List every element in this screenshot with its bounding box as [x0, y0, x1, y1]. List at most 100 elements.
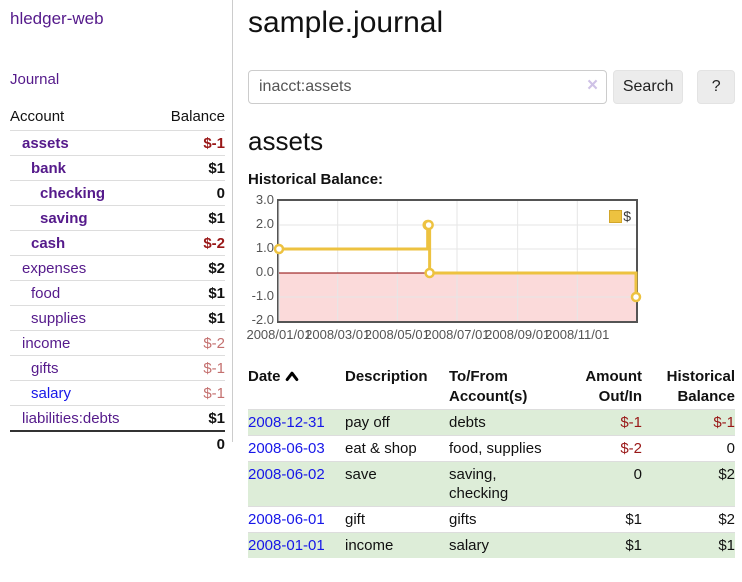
sidebar-item-journal[interactable]: Journal: [10, 71, 60, 88]
transaction-date-link[interactable]: 2008-12-31: [248, 414, 325, 431]
clear-search-icon[interactable]: ×: [586, 75, 599, 96]
account-row: liabilities:debts $1: [10, 405, 225, 432]
account-row: checking 0: [10, 180, 225, 206]
account-link[interactable]: cash: [31, 234, 66, 252]
transaction-amount: 0: [633, 466, 642, 483]
historical-balance-chart: 3.0 2.0 1.0 0.0 -1.0 -2.0 $ 2008/01/01 2008/03…: [246, 192, 735, 344]
account-link[interactable]: liabilities:debts: [22, 409, 120, 427]
transaction-accounts: saving, checking: [449, 466, 509, 502]
sort-ascending-icon: [285, 368, 299, 388]
account-link[interactable]: saving: [40, 209, 88, 227]
transaction-balance: $2: [718, 511, 735, 528]
account-heading: assets: [248, 126, 324, 156]
brand-link[interactable]: hledger-web: [10, 9, 104, 28]
register-column-historical: Historical Balance: [666, 368, 735, 405]
table-row: 2008-01-01 income salary $1 $1: [248, 532, 735, 558]
accounts-total-row: 0: [10, 430, 225, 457]
transaction-accounts: food, supplies: [449, 440, 542, 457]
transaction-amount: $1: [625, 537, 642, 554]
sidebar: hledger-web Journal Account Balance asse…: [0, 0, 233, 457]
transaction-description: eat & shop: [345, 440, 417, 457]
account-row: expenses $2: [10, 255, 225, 281]
page-title: sample.journal: [248, 6, 444, 39]
table-row: 2008-06-01 gift gifts $1 $2: [248, 506, 735, 533]
search-bar: × Search ?: [248, 70, 735, 104]
account-balance: $1: [208, 159, 225, 177]
y-axis-tick-label: -1.0: [251, 288, 274, 303]
table-row: 2008-06-02 save saving, checking 0 $2: [248, 461, 735, 507]
transaction-balance: 0: [726, 440, 735, 457]
transaction-accounts: salary: [449, 537, 490, 554]
account-link[interactable]: food: [31, 284, 61, 302]
account-balance: $-2: [203, 234, 225, 252]
chart-title: Historical Balance:: [248, 171, 384, 188]
account-balance: $1: [208, 309, 225, 327]
transaction-date-link[interactable]: 2008-01-01: [248, 537, 325, 554]
account-link[interactable]: gifts: [31, 359, 59, 377]
register-column-amount: Amount Out/In: [585, 368, 642, 405]
account-link[interactable]: salary: [31, 384, 72, 402]
account-row: cash $-2: [10, 230, 225, 256]
chart-legend: $: [609, 208, 631, 224]
help-button[interactable]: ?: [697, 70, 735, 104]
transaction-description: save: [345, 466, 377, 483]
transaction-description: income: [345, 537, 394, 554]
transaction-date-link[interactable]: 2008-06-02: [248, 466, 325, 483]
account-link[interactable]: expenses: [22, 259, 87, 277]
transaction-accounts: gifts: [449, 511, 477, 528]
account-link[interactable]: supplies: [31, 309, 87, 327]
transaction-amount: $-1: [620, 414, 642, 431]
account-row: supplies $1: [10, 305, 225, 331]
transaction-balance: $2: [718, 466, 735, 483]
register-header-row: Date Description To/From Account(s) Amou…: [248, 365, 735, 410]
register-column-tofrom: To/From Account(s): [449, 368, 528, 405]
search-box: ×: [248, 70, 608, 104]
table-row: 2008-06-03 eat & shop food, supplies $-2 0: [248, 435, 735, 462]
account-balance: $-1: [203, 384, 225, 402]
account-link[interactable]: checking: [40, 184, 106, 202]
transaction-description: gift: [345, 511, 366, 528]
main-content: sample.journal × Search ? assets Histori…: [233, 0, 742, 558]
account-balance: $2: [208, 259, 225, 277]
account-balance: $-2: [203, 334, 225, 352]
account-balance: $1: [208, 409, 225, 427]
account-balance: $1: [208, 284, 225, 302]
transaction-balance: $-1: [713, 414, 735, 431]
y-axis-tick-label: 2.0: [255, 216, 274, 231]
account-balance: $-1: [203, 359, 225, 377]
account-row: saving $1: [10, 205, 225, 231]
x-axis-tick-label: 2008/03/01: [305, 327, 371, 342]
chart-canvas: [273, 201, 642, 321]
transaction-date-link[interactable]: 2008-06-01: [248, 511, 325, 528]
accounts-total-value: 0: [153, 430, 225, 457]
account-row: salary $-1: [10, 380, 225, 406]
register-column-date[interactable]: Date: [248, 365, 345, 410]
accounts-column-account: Account: [10, 108, 65, 125]
search-input[interactable]: [248, 70, 608, 104]
y-axis-tick-label: -2.0: [251, 312, 274, 327]
account-balance: $1: [208, 209, 225, 227]
register-column-description: Description: [345, 368, 428, 385]
transaction-balance: $1: [718, 537, 735, 554]
table-row: 2008-12-31 pay off debts $-1 $-1: [248, 409, 735, 436]
account-row: assets $-1: [10, 130, 225, 156]
x-axis-tick-label: 2008/11/01: [545, 327, 610, 342]
x-axis-tick-label: 2008/09/01: [485, 327, 551, 342]
account-balance: $-1: [203, 134, 225, 152]
account-link[interactable]: assets: [22, 134, 69, 152]
accounts-table: Account Balance assets $-1 bank $1 checking 0…: [10, 106, 225, 457]
legend-label: $: [623, 208, 631, 224]
y-axis-tick-label: 3.0: [255, 192, 274, 207]
chart-plot-area: $: [273, 199, 642, 323]
transaction-accounts: debts: [449, 414, 486, 431]
account-balance: 0: [216, 184, 225, 202]
account-link[interactable]: income: [22, 334, 71, 352]
search-button[interactable]: Search: [613, 70, 684, 104]
x-axis-tick-label: 2008/07/01: [424, 327, 490, 342]
account-row: food $1: [10, 280, 225, 306]
transaction-amount: $-2: [620, 440, 642, 457]
transaction-date-link[interactable]: 2008-06-03: [248, 440, 325, 457]
y-axis-tick-label: 1.0: [255, 240, 274, 255]
account-link[interactable]: bank: [31, 159, 67, 177]
